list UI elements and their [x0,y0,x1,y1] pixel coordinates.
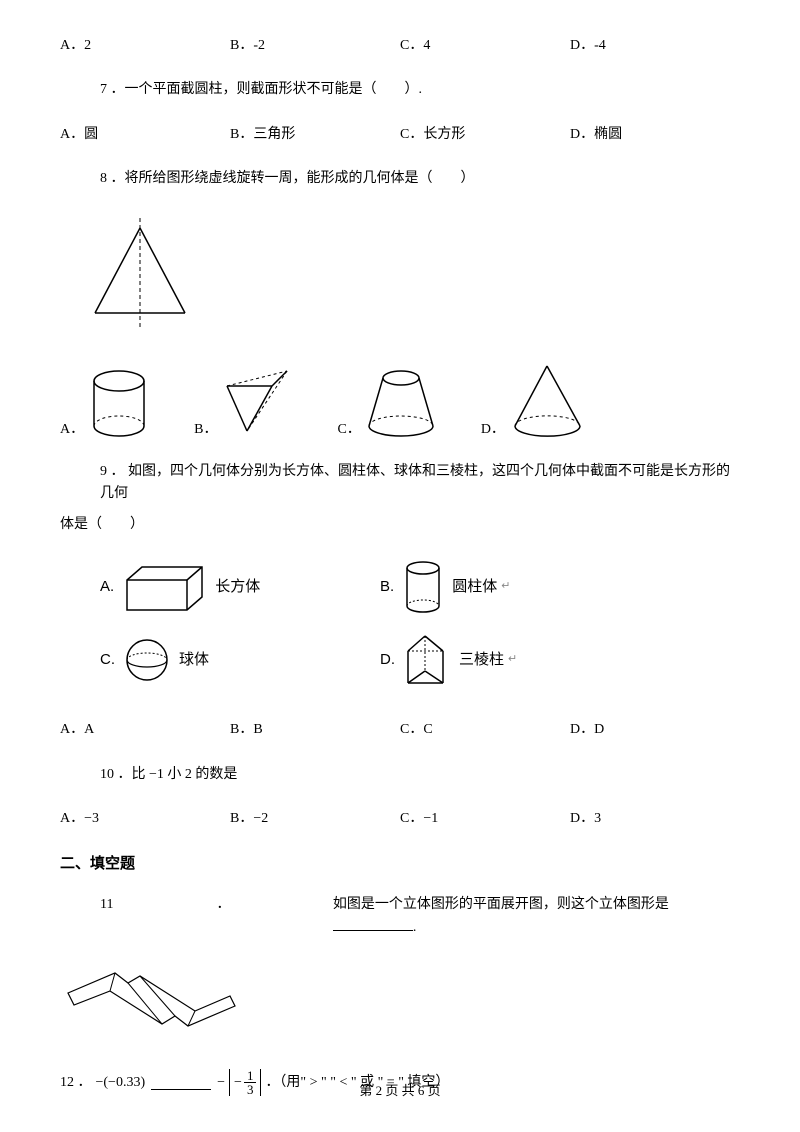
q9-geo-b: B. 圆柱体 ↵ [380,558,660,616]
q8-options: A． B． C． D． [60,361,740,441]
q7-opt-b: B．三角形 [230,124,400,146]
q9-geo-a-label: A. [100,575,114,599]
q9-figures: A. 长方体 B. 圆柱体 ↵ C. 球体 D. [100,558,740,704]
q9-opt-a: A．A [60,719,230,741]
q9-opt-d: D．D [570,719,740,741]
q9-opt-b: B．B [230,719,400,741]
q9-geo-a: A. 长方体 [100,558,380,616]
q6-opt-c: C．4 [400,35,570,57]
q9-geo-c-label: C. [100,648,115,672]
q8-opt-a-label: A． [60,419,84,441]
section2-title: 二、填空题 [60,852,740,876]
cylinder-icon [84,366,154,441]
q6-opt-b: B．-2 [230,35,400,57]
q9-geo-b-name: 圆柱体 [452,575,497,599]
cone-icon [505,361,590,441]
q9-opt-c: C．C [400,719,570,741]
q9-geo-c: C. 球体 [100,631,380,689]
q8-opt-c: C． [337,366,440,441]
q9-geo-d-name: 三棱柱 [459,648,504,672]
q9-geo-b-label: B. [380,575,394,599]
q6-opt-a: A．2 [60,35,230,57]
sphere-icon [123,636,171,684]
q10-opt-b: B．−2 [230,808,400,830]
cylinder-small-icon [402,558,444,616]
q9-geo-c-name: 球体 [179,648,209,672]
q9-geo-d: D. 三棱柱 ↵ [380,631,660,689]
frustum-icon [361,366,441,441]
q10-text: 10 ．比 −1 小 2 的数是 [60,764,740,786]
triangle-icon [80,213,200,333]
q11-text: 如图是一个立体图形的平面展开图，则这个立体图形是. [333,894,740,939]
q7-options: A．圆 B．三角形 C．长方形 D．椭圆 [60,124,740,146]
cuboid-icon [122,562,207,612]
q8-opt-d-label: D． [481,419,505,441]
q8-opt-b: B． [194,361,297,441]
q8-opt-b-label: B． [194,419,217,441]
q8-figure [80,213,740,341]
q10-opt-d: D．3 [570,808,740,830]
return-mark-icon: ↵ [508,651,517,669]
q10-opt-a: A．−3 [60,808,230,830]
q9-geo-d-label: D. [380,648,395,672]
q11-figure [60,961,740,1044]
q7-opt-d: D．椭圆 [570,124,740,146]
q8-opt-d: D． [481,361,590,441]
q9-geo-a-name: 长方体 [215,575,260,599]
q7-text: 7 ．一个平面截圆柱，则截面形状不可能是（ ）. [60,79,740,101]
q11-period: . [413,920,417,935]
q11-num: 11 [100,894,216,939]
tri-prism-icon [403,631,451,689]
q11-text-content: 如图是一个立体图形的平面展开图，则这个立体图形是 [333,897,669,912]
page-footer: 第 2 页 共 6 页 [0,1081,800,1102]
q8-opt-a: A． [60,366,154,441]
net-icon [60,961,240,1036]
q9-text2: 体是（ ） [60,514,740,536]
q11-blank [333,917,413,931]
q9-text1: 9 ． 如图，四个几何体分别为长方体、圆柱体、球体和三棱柱，这四个几何体中截面不… [60,461,740,506]
q7-opt-a: A．圆 [60,124,230,146]
triangular-prism-icon [217,361,297,441]
q8-text: 8 ．将所给图形绕虚线旋转一周，能形成的几何体是（ ） [60,168,740,190]
q10-options: A．−3 B．−2 C．−1 D．3 [60,808,740,830]
q11-line: 11 ． 如图是一个立体图形的平面展开图，则这个立体图形是. [60,894,740,939]
q10-opt-c: C．−1 [400,808,570,830]
q11-dot: ． [216,894,332,939]
q6-options: A．2 B．-2 C．4 D．-4 [60,35,740,57]
return-mark-icon: ↵ [501,578,510,596]
q7-opt-c: C．长方形 [400,124,570,146]
q6-opt-d: D．-4 [570,35,740,57]
q8-opt-c-label: C． [337,419,360,441]
q9-options: A．A B．B C．C D．D [60,719,740,741]
